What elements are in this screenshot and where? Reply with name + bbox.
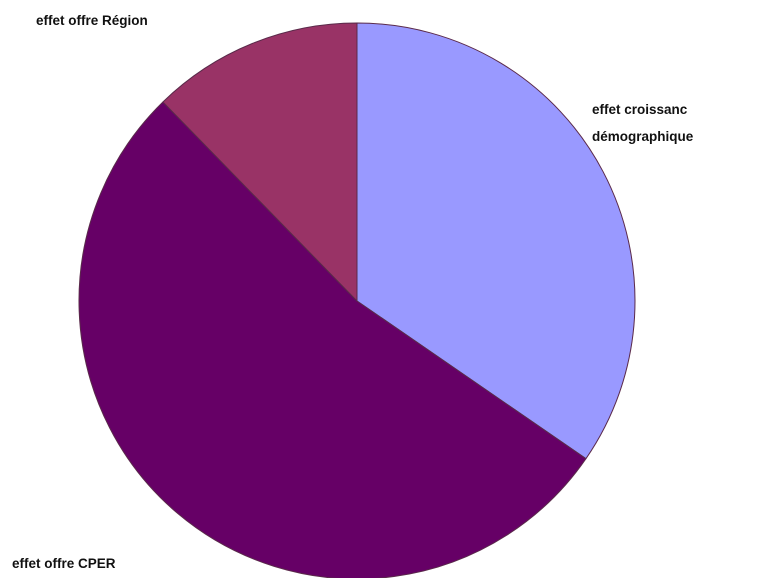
slice-label-region: effet offre Région — [36, 13, 148, 28]
slice-label-croissance: effet croissanc démographique — [592, 102, 694, 144]
slice-label-cper-line-1: effet offre CPER — [12, 556, 116, 571]
slice-label-croissance-line-1: effet croissanc — [592, 102, 688, 117]
pie-slices — [78, 22, 636, 578]
pie-slice-region — [162, 22, 358, 302]
pie-slice-cper — [78, 101, 587, 578]
pie-slice-croissance — [356, 22, 636, 460]
slice-label-region-line-1: effet offre Région — [36, 13, 148, 28]
slice-label-cper: effet offre CPER — [12, 556, 116, 571]
slice-label-croissance-line-2: démographique — [592, 129, 694, 144]
